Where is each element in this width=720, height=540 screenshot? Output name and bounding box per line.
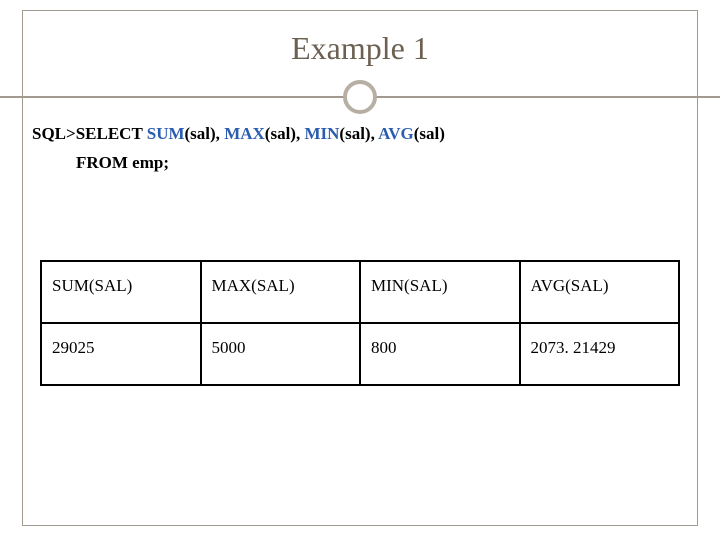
result-table: SUM(SAL) MAX(SAL) MIN(SAL) AVG(SAL) 2902… [40, 260, 680, 386]
slide-title: Example 1 [0, 30, 720, 67]
sql-line-2: FROM emp; [32, 149, 445, 178]
sql-fn-min: MIN [304, 124, 339, 143]
sql-arg-4: (sal) [414, 124, 445, 143]
sql-line-1: SQL>SELECT SUM(sal), MAX(sal), MIN(sal),… [32, 120, 445, 149]
table-header-cell: SUM(SAL) [41, 261, 201, 323]
sql-arg-1: (sal), [185, 124, 225, 143]
table-cell: 800 [360, 323, 520, 385]
sql-arg-3: (sal), [339, 124, 378, 143]
table-cell: 2073. 21429 [520, 323, 680, 385]
sql-fn-max: MAX [224, 124, 265, 143]
table-header-row: SUM(SAL) MAX(SAL) MIN(SAL) AVG(SAL) [41, 261, 679, 323]
sql-code-block: SQL>SELECT SUM(sal), MAX(sal), MIN(sal),… [32, 120, 445, 178]
table-cell: 29025 [41, 323, 201, 385]
table-row: 29025 5000 800 2073. 21429 [41, 323, 679, 385]
table-header-cell: AVG(SAL) [520, 261, 680, 323]
sql-prefix: SQL>SELECT [32, 124, 147, 143]
sql-fn-avg: AVG [378, 124, 414, 143]
slide: Example 1 SQL>SELECT SUM(sal), MAX(sal),… [0, 0, 720, 540]
sql-arg-2: (sal), [265, 124, 305, 143]
result-table-wrap: SUM(SAL) MAX(SAL) MIN(SAL) AVG(SAL) 2902… [40, 260, 680, 386]
table-cell: 5000 [201, 323, 361, 385]
table-header-cell: MIN(SAL) [360, 261, 520, 323]
circle-decoration [343, 80, 377, 114]
sql-fn-sum: SUM [147, 124, 185, 143]
table-header-cell: MAX(SAL) [201, 261, 361, 323]
